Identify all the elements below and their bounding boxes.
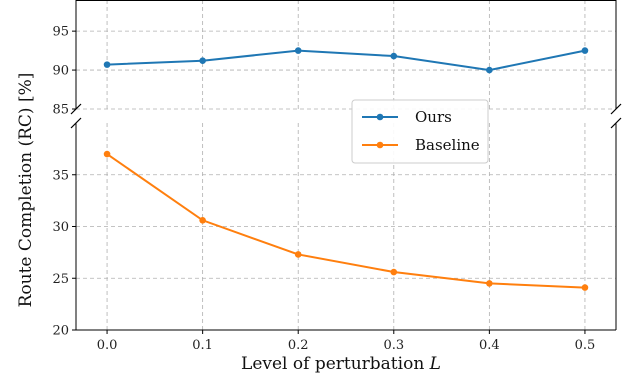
legend-label-baseline: Baseline bbox=[415, 136, 480, 154]
point-baseline-2 bbox=[294, 251, 302, 258]
legend: Ours Baseline bbox=[351, 99, 489, 164]
point-ours-4 bbox=[486, 66, 493, 74]
axis-break-mark-2 bbox=[70, 117, 82, 129]
x-tick-label-3: 0.3 bbox=[383, 338, 404, 353]
point-baseline-4 bbox=[486, 280, 493, 287]
grid-lines bbox=[76, 0, 616, 331]
legend-box bbox=[351, 99, 489, 164]
x-axis-label-variable: L bbox=[429, 354, 441, 374]
point-baseline-1 bbox=[199, 216, 206, 224]
point-ours-2 bbox=[294, 47, 302, 54]
y-tick-label-20: 20 bbox=[52, 324, 69, 339]
legend-marker-baseline bbox=[376, 141, 384, 149]
y-axis-label: Route Completion (RC) [%] bbox=[16, 73, 36, 308]
series-line-ours bbox=[107, 49, 586, 72]
x-axis-label-text: Level of perturbation bbox=[241, 354, 424, 374]
x-tick-label-0: 0.0 bbox=[97, 338, 118, 353]
legend-label-ours: Ours bbox=[415, 108, 452, 126]
axis-break-mark-1 bbox=[610, 103, 622, 115]
point-ours-3 bbox=[390, 52, 398, 60]
point-ours-0 bbox=[103, 61, 111, 68]
axis-break-mark-3 bbox=[610, 117, 622, 129]
y-tick-label-25: 25 bbox=[52, 272, 69, 287]
point-baseline-5 bbox=[581, 284, 589, 291]
x-tick-label-5: 0.5 bbox=[575, 338, 596, 353]
x-tick-label-2: 0.2 bbox=[288, 338, 309, 353]
y-tick-label-85: 85 bbox=[52, 103, 69, 118]
point-ours-5 bbox=[581, 47, 589, 54]
x-tick-label-1: 0.1 bbox=[192, 338, 213, 353]
y-tick-label-30: 30 bbox=[52, 220, 69, 235]
y-tick-label-35: 35 bbox=[52, 168, 69, 183]
axes-frame bbox=[70, 0, 622, 334]
y-tick-label-95: 95 bbox=[52, 25, 69, 40]
x-axis-label: Level of perturbation L bbox=[241, 354, 441, 374]
series-line-baseline bbox=[106, 153, 585, 289]
axis-break-mark-0 bbox=[70, 103, 82, 115]
x-tick-label-4: 0.4 bbox=[479, 338, 500, 353]
point-ours-1 bbox=[199, 57, 206, 65]
tick-labels: 85 90 95 20 25 30 35 0.0 0.1 0.2 0.3 0.4 0.5 bbox=[52, 25, 595, 353]
point-baseline-0 bbox=[103, 150, 111, 158]
point-baseline-3 bbox=[390, 268, 398, 276]
series-layer bbox=[103, 47, 589, 291]
y-tick-label-90: 90 bbox=[52, 64, 69, 79]
legend-marker-ours bbox=[376, 113, 384, 121]
